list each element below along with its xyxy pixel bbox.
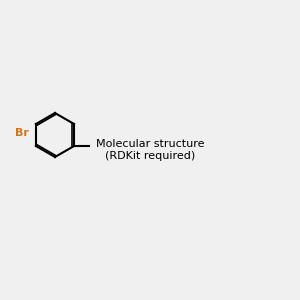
Text: Br: Br [15,128,29,138]
Text: Molecular structure
(RDKit required): Molecular structure (RDKit required) [96,139,204,161]
